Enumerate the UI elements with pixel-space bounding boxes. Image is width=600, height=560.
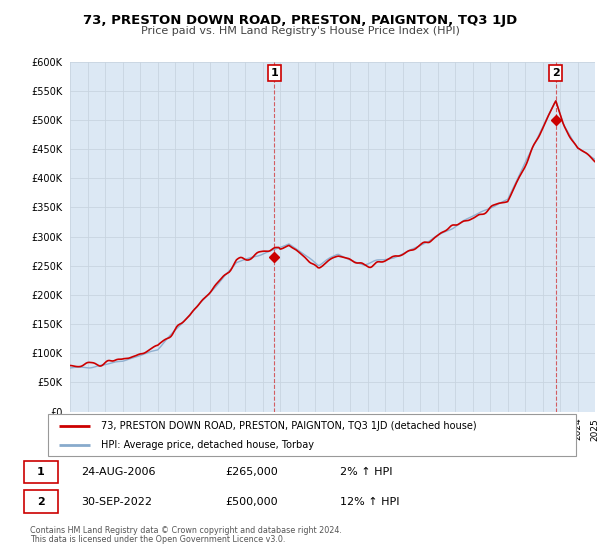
- Text: This data is licensed under the Open Government Licence v3.0.: This data is licensed under the Open Gov…: [30, 535, 286, 544]
- Text: 73, PRESTON DOWN ROAD, PRESTON, PAIGNTON, TQ3 1JD (detached house): 73, PRESTON DOWN ROAD, PRESTON, PAIGNTON…: [101, 421, 476, 431]
- Text: 1: 1: [271, 68, 278, 78]
- Text: HPI: Average price, detached house, Torbay: HPI: Average price, detached house, Torb…: [101, 440, 314, 450]
- Bar: [23, 461, 58, 483]
- Text: £265,000: £265,000: [225, 467, 278, 477]
- Text: Contains HM Land Registry data © Crown copyright and database right 2024.: Contains HM Land Registry data © Crown c…: [30, 526, 342, 535]
- Text: 2: 2: [37, 497, 44, 507]
- Text: 73, PRESTON DOWN ROAD, PRESTON, PAIGNTON, TQ3 1JD: 73, PRESTON DOWN ROAD, PRESTON, PAIGNTON…: [83, 14, 517, 27]
- Text: 24-AUG-2006: 24-AUG-2006: [81, 467, 155, 477]
- Bar: [23, 491, 58, 513]
- Text: 2: 2: [552, 68, 560, 78]
- Text: 2% ↑ HPI: 2% ↑ HPI: [340, 467, 393, 477]
- Text: 12% ↑ HPI: 12% ↑ HPI: [340, 497, 400, 507]
- Text: 30-SEP-2022: 30-SEP-2022: [81, 497, 152, 507]
- Text: 1: 1: [37, 467, 44, 477]
- Text: Price paid vs. HM Land Registry's House Price Index (HPI): Price paid vs. HM Land Registry's House …: [140, 26, 460, 36]
- Text: £500,000: £500,000: [225, 497, 278, 507]
